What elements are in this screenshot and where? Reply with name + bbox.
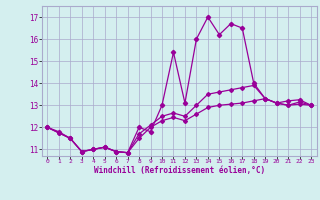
X-axis label: Windchill (Refroidissement éolien,°C): Windchill (Refroidissement éolien,°C) bbox=[94, 166, 265, 175]
